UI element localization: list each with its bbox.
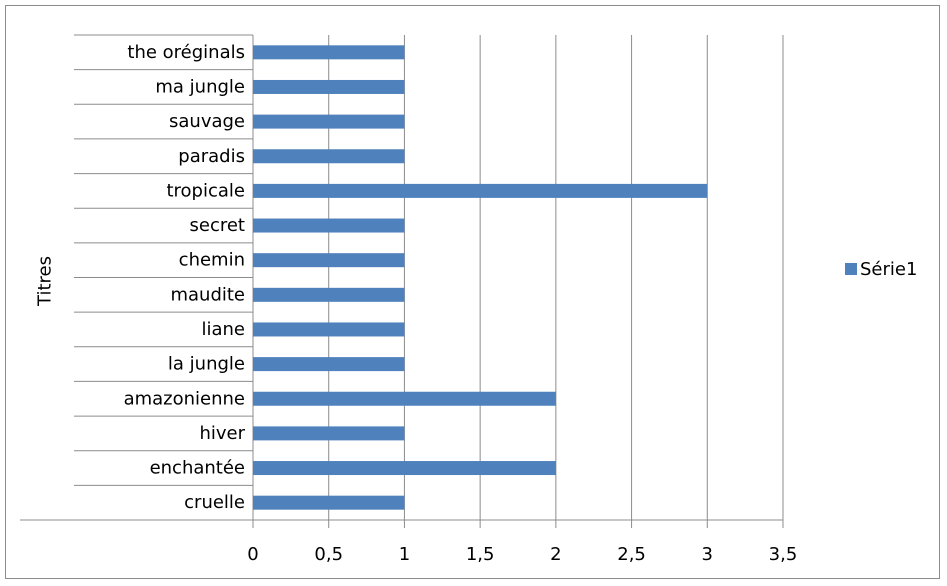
bar	[253, 253, 405, 268]
category-label: enchantée	[150, 458, 245, 479]
category-label: hiver	[199, 423, 245, 444]
category-label: secret	[190, 215, 246, 236]
category-label: tropicale	[166, 180, 245, 201]
x-tick-label: 3,5	[769, 544, 798, 565]
category-label: paradis	[178, 146, 245, 167]
bar	[253, 287, 405, 302]
bar	[253, 461, 556, 476]
category-label: ma jungle	[155, 76, 245, 97]
bar	[253, 391, 556, 406]
bar	[253, 218, 405, 233]
bar	[253, 183, 708, 198]
bar	[253, 495, 405, 510]
bar	[253, 426, 405, 441]
bars	[253, 45, 708, 510]
category-separators	[74, 34, 253, 521]
category-label: amazonienne	[124, 388, 245, 409]
x-tick-label: 0	[247, 544, 258, 565]
x-tick-label: 1	[399, 544, 410, 565]
bar	[253, 114, 405, 129]
legend-label: Série1	[860, 259, 917, 280]
x-tick-label: 2	[550, 544, 561, 565]
x-tick-label: 2,5	[617, 544, 646, 565]
legend: Série1	[845, 259, 917, 280]
category-label: maudite	[170, 284, 245, 305]
category-label: liane	[201, 319, 245, 340]
category-label: cruelle	[184, 492, 245, 513]
bar	[253, 79, 405, 94]
category-label: the oréginals	[127, 42, 245, 63]
bar	[253, 357, 405, 372]
category-label: sauvage	[169, 111, 245, 132]
gridlines	[20, 35, 784, 528]
bar	[253, 149, 405, 164]
category-labels: the oréginals ma jungle sauvage paradis trop…	[124, 42, 246, 513]
bar	[253, 45, 405, 60]
legend-swatch	[845, 263, 857, 275]
bar	[253, 322, 405, 337]
x-tick-label: 0,5	[314, 544, 343, 565]
x-tick-label: 1,5	[466, 544, 495, 565]
x-tick-labels: 0 0,5 1 1,5 2 2,5 3 3,5	[247, 544, 797, 565]
y-axis-label: Titres	[35, 256, 56, 307]
category-label: chemin	[179, 250, 245, 271]
chart-frame	[5, 5, 940, 579]
category-label: la jungle	[168, 354, 245, 375]
x-tick-label: 3	[702, 544, 713, 565]
